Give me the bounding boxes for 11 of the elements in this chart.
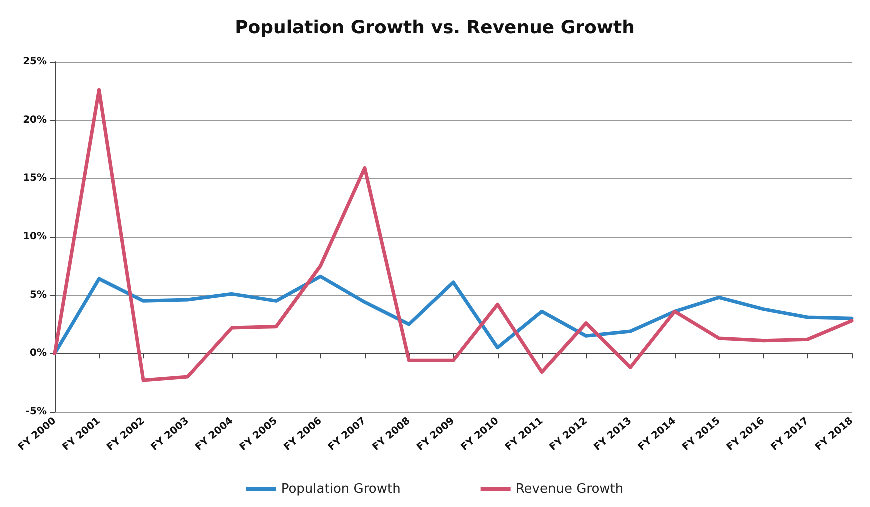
y-tick-label: 10% [23, 232, 47, 242]
legend-label: Revenue Growth [516, 482, 624, 497]
chart-title: Population Growth vs. Revenue Growth [235, 18, 635, 38]
line-series [53, 88, 854, 382]
legend-label: Population Growth [281, 482, 401, 497]
y-tick-label: 25% [23, 56, 47, 68]
y-tick-label: -5% [26, 406, 47, 418]
y-tick-label: 5% [30, 290, 47, 301]
y-tick-label: 15% [23, 173, 47, 184]
y-tick-label: 20% [23, 114, 47, 126]
y-tick-label: 0% [30, 348, 47, 360]
